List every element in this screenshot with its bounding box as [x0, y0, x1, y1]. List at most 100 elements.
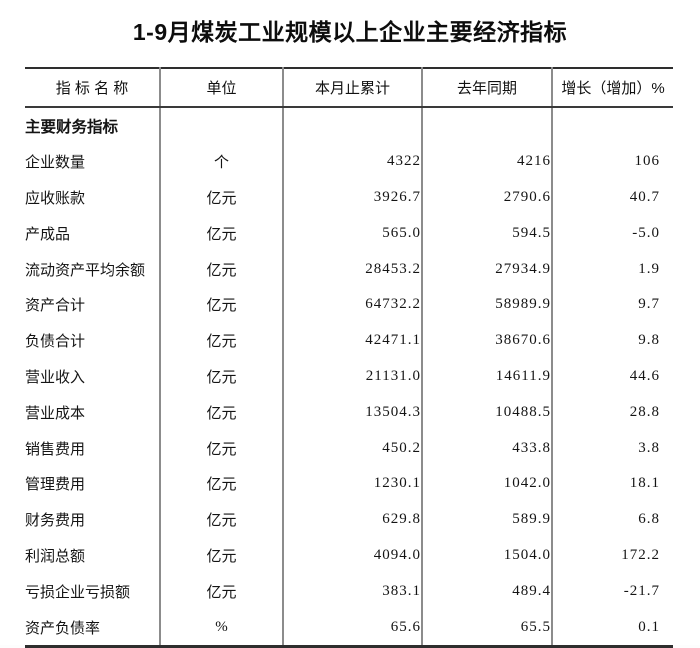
indicator-name-cell: 企业数量 [25, 143, 161, 180]
indicator-name-cell: 亏损企业亏损额 [25, 573, 161, 610]
unit-cell: 亿元 [160, 286, 284, 323]
table-row: 负债合计 亿元 42471.1 38670.6 9.8 [25, 322, 673, 359]
last-year-value-cell: 589.9 [422, 501, 553, 538]
column-header-current-cumulative: 本月止累计 [283, 68, 423, 108]
growth-value-cell: 28.8 [629, 403, 660, 420]
last-year-value-cell: 1504.0 [422, 537, 553, 574]
column-header-unit: 单位 [160, 68, 284, 108]
growth-value-cell: -21.7 [623, 582, 660, 599]
current-value-cell: 450.2 [283, 430, 423, 466]
indicator-name-cell: 营业成本 [25, 394, 161, 431]
table-row: 销售费用 亿元 450.2 433.8 3.8 [25, 430, 673, 466]
unit-cell: 亿元 [160, 465, 284, 502]
last-year-value-cell: 1042.0 [422, 465, 553, 502]
indicator-name-cell: 主要财务指标 [25, 107, 161, 144]
growth-value-cell: 106 [634, 153, 660, 170]
current-value-cell: 4094.0 [283, 537, 423, 574]
table-row: 营业收入 亿元 21131.0 14611.9 44.6 [25, 358, 673, 395]
growth-value-cell: 44.6 [629, 367, 660, 384]
unit-cell: 亿元 [160, 501, 284, 538]
current-value-cell: 28453.2 [283, 251, 423, 287]
table-row: 利润总额 亿元 4094.0 1504.0 172.2 [25, 537, 673, 574]
current-value-cell: 4322 [283, 143, 423, 180]
last-year-value-cell: 27934.9 [422, 251, 553, 287]
growth-value-cell: 6.8 [638, 511, 660, 528]
indicators-table: 指 标 名 称 单位 本月止累计 去年同期 增长（增加）% 主要财务指标 企业数量… [25, 67, 673, 648]
indicator-name-cell: 负债合计 [25, 322, 161, 359]
unit-cell: 亿元 [160, 322, 284, 359]
unit-cell: 亿元 [160, 537, 284, 574]
last-year-value-cell: 58989.9 [422, 286, 553, 323]
growth-value-cell: 1.9 [638, 260, 660, 277]
column-header-growth-percent: 增长（增加）% [552, 68, 673, 108]
current-value-cell: 629.8 [283, 501, 423, 538]
indicator-name-cell: 财务费用 [25, 501, 161, 538]
growth-value-cell: 40.7 [629, 188, 660, 205]
current-value-cell [283, 107, 423, 144]
unit-cell: % [160, 609, 284, 647]
growth-value-cell: 9.8 [638, 332, 660, 349]
current-value-cell: 42471.1 [283, 322, 423, 359]
table-row: 资产合计 亿元 64732.2 58989.9 9.7 [25, 286, 673, 323]
current-value-cell: 565.0 [283, 215, 423, 252]
column-header-indicator-name: 指 标 名 称 [25, 68, 161, 108]
unit-cell: 亿元 [160, 179, 284, 216]
last-year-value-cell: 2790.6 [422, 179, 553, 216]
current-value-cell: 3926.7 [283, 179, 423, 216]
current-value-cell: 383.1 [283, 573, 423, 610]
indicator-name-cell: 资产负债率 [25, 609, 161, 647]
growth-value-cell: 18.1 [629, 475, 660, 492]
indicator-name-cell: 销售费用 [25, 430, 161, 466]
indicator-name-cell: 流动资产平均余额 [25, 251, 161, 287]
table-body: 主要财务指标 企业数量个 4322 4216 106 应收账款 亿元 3926.7 2790.6… [25, 107, 673, 647]
table-row: 应收账款 亿元 3926.7 2790.6 40.7 [25, 179, 673, 216]
growth-value-cell [552, 107, 673, 144]
last-year-value-cell: 489.4 [422, 573, 553, 610]
growth-value-cell: -5.0 [632, 224, 660, 241]
growth-value-cell: 172.2 [621, 546, 660, 563]
last-year-value-cell: 433.8 [422, 430, 553, 466]
unit-cell: 亿元 [160, 394, 284, 431]
last-year-value-cell: 4216 [422, 143, 553, 180]
table-row: 资产负债率% 65.6 65.5 0.1 [25, 609, 673, 647]
table-row: 亏损企业亏损额 亿元 383.1 489.4 -21.7 [25, 573, 673, 610]
table-header: 指 标 名 称 单位 本月止累计 去年同期 增长（增加）% [25, 68, 673, 108]
growth-value-cell: 0.1 [638, 618, 660, 635]
unit-cell: 亿元 [160, 573, 284, 610]
column-header-last-year-period: 去年同期 [422, 68, 553, 108]
current-value-cell: 21131.0 [283, 358, 423, 395]
last-year-value-cell: 38670.6 [422, 322, 553, 359]
unit-cell: 个 [160, 143, 284, 180]
unit-cell: 亿元 [160, 358, 284, 395]
growth-value-cell: 9.7 [638, 296, 660, 313]
last-year-value-cell: 14611.9 [422, 358, 553, 395]
indicator-name-cell: 资产合计 [25, 286, 161, 323]
table-row: 营业成本 亿元 13504.3 10488.5 28.8 [25, 394, 673, 431]
table-row: 企业数量个 4322 4216 106 [25, 143, 673, 180]
current-value-cell: 64732.2 [283, 286, 423, 323]
indicator-name-cell: 管理费用 [25, 465, 161, 502]
indicator-name-cell: 应收账款 [25, 179, 161, 216]
table-row: 财务费用 亿元 629.8 589.9 6.8 [25, 501, 673, 538]
last-year-value-cell [422, 107, 553, 144]
table-row: 产成品 亿元 565.0 594.5 -5.0 [25, 215, 673, 252]
current-value-cell: 1230.1 [283, 465, 423, 502]
page-title: 1-9月煤炭工业规模以上企业主要经济指标 [132, 19, 568, 45]
current-value-cell: 65.6 [283, 609, 423, 647]
unit-cell: 亿元 [160, 251, 284, 287]
section-row: 主要财务指标 [25, 107, 673, 144]
unit-cell: 亿元 [160, 215, 284, 252]
indicator-name-cell: 营业收入 [25, 358, 161, 395]
growth-value-cell: 3.8 [638, 439, 660, 456]
table-row: 管理费用 亿元 1230.1 1042.0 18.1 [25, 465, 673, 502]
header-row: 指 标 名 称 单位 本月止累计 去年同期 增长（增加）% [25, 68, 673, 108]
current-value-cell: 13504.3 [283, 394, 423, 431]
indicator-name-cell: 产成品 [25, 215, 161, 252]
table-row: 流动资产平均余额 亿元 28453.2 27934.9 1.9 [25, 251, 673, 287]
last-year-value-cell: 10488.5 [422, 394, 553, 431]
last-year-value-cell: 594.5 [422, 215, 553, 252]
last-year-value-cell: 65.5 [422, 609, 553, 647]
unit-cell [160, 107, 284, 144]
indicator-name-cell: 利润总额 [25, 537, 161, 574]
